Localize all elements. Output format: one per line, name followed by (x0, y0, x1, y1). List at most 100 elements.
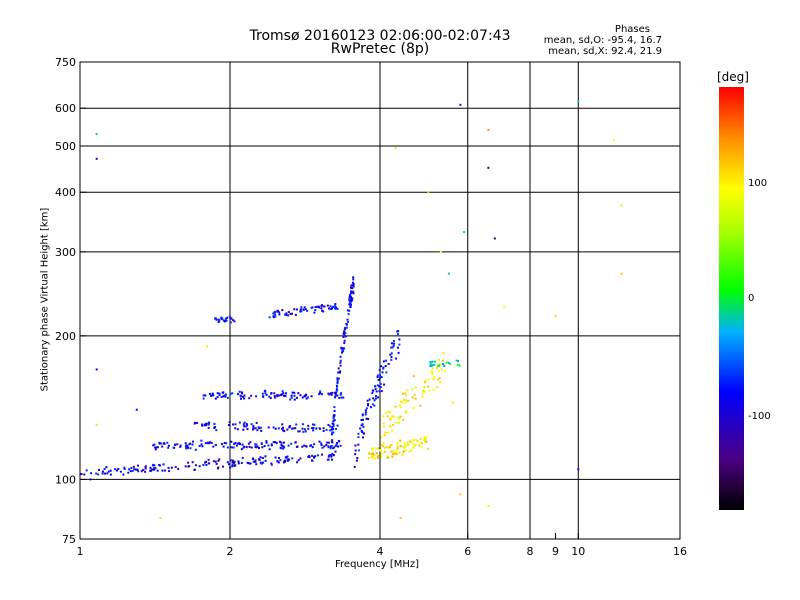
data-point (226, 461, 229, 464)
data-point (392, 424, 395, 427)
data-point (236, 393, 239, 396)
data-point (248, 445, 251, 448)
data-point (202, 394, 205, 397)
data-point (189, 447, 192, 450)
data-point (295, 308, 298, 311)
data-point (209, 394, 212, 397)
data-point (411, 442, 414, 445)
data-point (365, 407, 368, 410)
data-point (267, 426, 270, 429)
data-point (342, 347, 345, 350)
data-point (329, 425, 332, 428)
data-point (391, 415, 394, 418)
data-point (343, 339, 346, 342)
data-point (412, 439, 415, 442)
data-point (390, 450, 393, 453)
data-point (248, 397, 251, 400)
data-point (431, 360, 434, 363)
data-point (291, 457, 294, 460)
data-point (313, 443, 316, 446)
data-point (273, 395, 276, 398)
data-point (431, 367, 434, 370)
data-point (376, 376, 379, 379)
data-point (268, 395, 271, 398)
data-point (231, 459, 234, 462)
data-point (352, 292, 355, 295)
data-point (330, 444, 333, 447)
data-point (402, 450, 405, 453)
data-point (390, 342, 393, 345)
data-point (245, 423, 248, 426)
data-point (238, 421, 241, 424)
data-point (140, 470, 143, 473)
data-point (230, 446, 233, 449)
data-point (368, 452, 371, 455)
data-point (390, 358, 393, 361)
data-point (163, 469, 166, 472)
data-point (378, 390, 381, 393)
data-point (302, 430, 305, 433)
data-point (326, 458, 329, 461)
data-point (369, 453, 372, 456)
data-point (318, 392, 321, 395)
data-point (222, 319, 225, 322)
data-point (258, 427, 261, 430)
data-point (390, 444, 393, 447)
data-point (396, 447, 399, 450)
data-point (456, 359, 459, 362)
data-point (374, 395, 377, 398)
data-point (213, 423, 216, 426)
data-point (109, 469, 112, 472)
data-point (333, 419, 336, 422)
data-point (376, 374, 379, 377)
data-point (214, 443, 217, 446)
data-point (232, 462, 235, 465)
data-point (252, 427, 255, 430)
data-point (384, 411, 387, 414)
x-tick-label: 6 (464, 545, 471, 558)
data-point (339, 444, 342, 447)
data-point (377, 378, 380, 381)
data-point (335, 385, 338, 388)
data-point (101, 470, 104, 473)
data-point (331, 391, 334, 394)
data-point (282, 426, 285, 429)
data-point (279, 459, 282, 462)
data-point (274, 441, 277, 444)
data-point (332, 420, 335, 423)
data-point (269, 397, 272, 400)
data-point (307, 396, 310, 399)
data-point (459, 493, 462, 496)
data-point (234, 427, 237, 430)
data-point (233, 320, 236, 323)
data-point (321, 309, 324, 312)
data-point (352, 285, 355, 288)
data-point (386, 431, 389, 434)
data-point (405, 399, 408, 402)
data-point (167, 444, 170, 447)
data-point (443, 364, 446, 367)
y-axis-label: Stationary phase Virtual Height [km] (39, 207, 51, 392)
data-point (228, 315, 231, 318)
data-point (339, 361, 342, 364)
data-point (378, 369, 381, 372)
data-point (332, 423, 335, 426)
data-point (364, 411, 367, 414)
data-point (278, 440, 281, 443)
data-point (320, 442, 323, 445)
data-point (348, 294, 351, 297)
data-point (380, 455, 383, 458)
data-point (323, 445, 326, 448)
data-point (254, 443, 257, 446)
data-point (184, 442, 187, 445)
data-point (97, 473, 100, 476)
data-point (303, 428, 306, 431)
data-point (413, 393, 416, 396)
data-point (493, 237, 496, 240)
data-point (396, 333, 399, 336)
data-point (296, 461, 299, 464)
data-point (372, 389, 375, 392)
data-point (334, 392, 337, 395)
data-point (299, 308, 302, 311)
data-point (382, 366, 385, 369)
